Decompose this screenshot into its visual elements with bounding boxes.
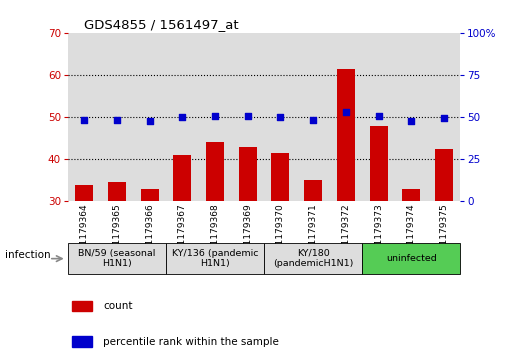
Point [211, 113, 219, 119]
Bar [108, 183, 126, 201]
Bar [402, 189, 420, 201]
Text: infection: infection [5, 250, 51, 260]
FancyBboxPatch shape [362, 243, 460, 274]
Text: GSM1179366: GSM1179366 [145, 204, 154, 264]
Point [309, 118, 317, 123]
Text: GSM1179368: GSM1179368 [211, 204, 220, 264]
Bar [206, 142, 224, 201]
Text: GSM1179370: GSM1179370 [276, 204, 285, 264]
Text: GSM1179373: GSM1179373 [374, 204, 383, 264]
Point [178, 114, 187, 120]
Point [276, 114, 285, 120]
Bar [174, 155, 191, 201]
Bar [435, 149, 453, 201]
Text: BN/59 (seasonal
H1N1): BN/59 (seasonal H1N1) [78, 249, 156, 268]
Point [407, 118, 415, 124]
Text: GSM1179375: GSM1179375 [439, 204, 448, 264]
Text: KY/180
(pandemicH1N1): KY/180 (pandemicH1N1) [273, 249, 354, 268]
Text: GSM1179367: GSM1179367 [178, 204, 187, 264]
Text: GSM1179374: GSM1179374 [407, 204, 416, 264]
Bar [72, 301, 92, 311]
Bar [370, 126, 388, 201]
Text: percentile rank within the sample: percentile rank within the sample [104, 337, 279, 347]
Text: GSM1179371: GSM1179371 [309, 204, 317, 264]
Text: KY/136 (pandemic
H1N1): KY/136 (pandemic H1N1) [172, 249, 258, 268]
Bar [239, 147, 257, 201]
Bar [75, 184, 93, 201]
FancyBboxPatch shape [166, 243, 264, 274]
Text: GSM1179372: GSM1179372 [342, 204, 350, 264]
Point [80, 118, 88, 123]
Bar [304, 180, 322, 201]
Point [113, 118, 121, 123]
FancyBboxPatch shape [68, 243, 166, 274]
Text: GSM1179364: GSM1179364 [80, 204, 89, 264]
Point [244, 113, 252, 119]
Bar [141, 189, 158, 201]
Text: uninfected: uninfected [386, 254, 437, 263]
Point [342, 109, 350, 115]
Text: GSM1179369: GSM1179369 [243, 204, 252, 264]
Text: count: count [104, 301, 133, 311]
Bar [337, 69, 355, 201]
Bar [72, 336, 92, 347]
Point [374, 113, 383, 119]
Point [440, 115, 448, 121]
FancyBboxPatch shape [264, 243, 362, 274]
Point [145, 118, 154, 124]
Bar [271, 153, 289, 201]
Text: GDS4855 / 1561497_at: GDS4855 / 1561497_at [84, 19, 238, 32]
Text: GSM1179365: GSM1179365 [112, 204, 121, 264]
